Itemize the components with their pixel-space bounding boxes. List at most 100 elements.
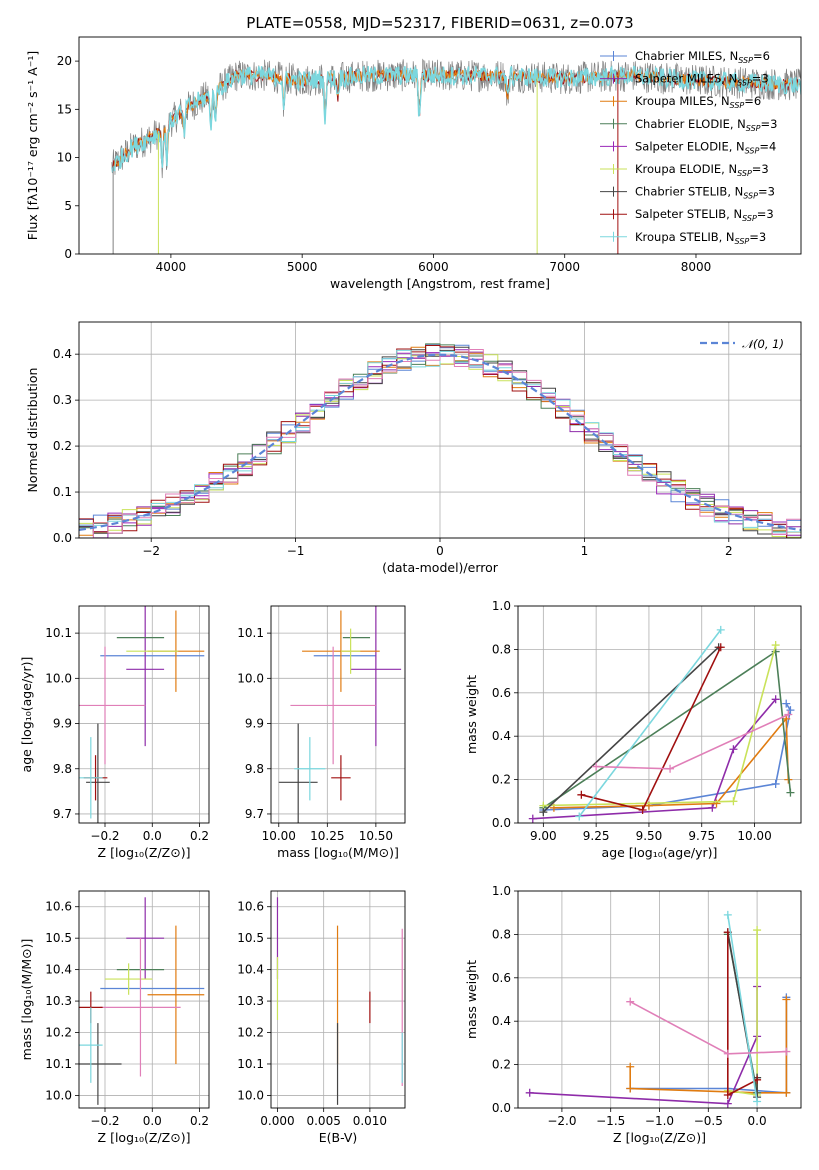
axes-frame: [270, 605, 406, 824]
plus-marker: [786, 706, 795, 715]
y-tick-label: 5: [64, 199, 72, 213]
plus-marker: [784, 710, 793, 719]
weight-line: [542, 646, 720, 813]
y-tick-label: 0.4: [492, 729, 511, 743]
errorbar-point: [100, 938, 181, 1077]
errorbar-point: [126, 606, 165, 747]
plus-marker: [626, 1062, 635, 1071]
plus-marker: [771, 695, 780, 704]
weight-line: [529, 986, 758, 1105]
plus-marker: [708, 803, 717, 812]
plus-marker: [539, 808, 548, 817]
plot-area: [278, 606, 402, 823]
legend-suffix: =3: [758, 185, 775, 199]
legend-subscript: SSP: [742, 214, 757, 223]
y-axis-label: Normed distribution: [25, 368, 40, 493]
legend-subscript: SSP: [735, 237, 750, 246]
x-tick-label: 0.010: [353, 1114, 387, 1128]
y-tick-label: 0.1: [53, 485, 72, 499]
legend-suffix: =3: [749, 230, 766, 244]
y-tick-label: 9.8: [53, 762, 72, 776]
x-tick-label: 0.2: [190, 829, 209, 843]
plus-marker: [786, 788, 795, 797]
y-tick-label: 0.0: [492, 816, 511, 830]
weight-series: [723, 928, 762, 1099]
y-tick-label: 0.6: [492, 686, 511, 700]
x-tick-label: 0.0: [143, 1114, 162, 1128]
y-tick-label: 10.0: [45, 671, 72, 685]
y-axis-label: mass weight: [464, 960, 479, 1039]
plus-marker: [782, 1047, 791, 1056]
x-tick-label: 0.0: [748, 1114, 767, 1128]
legend-suffix: =6: [744, 94, 761, 108]
axes-frame: [78, 890, 210, 1109]
y-tick-label: 0.4: [492, 1014, 511, 1028]
x-tick-label: 8000: [681, 260, 712, 274]
histogram-step: [79, 349, 801, 538]
errorbar-point: [147, 925, 205, 1064]
plot-area: [528, 625, 795, 823]
panel-spectrum: 4000 5000 6000 7000 8000 0 5 10 15 20 wavelength […: [25, 36, 802, 291]
y-tick-label: 10.1: [237, 1057, 264, 1071]
y-tick-label: 9.9: [245, 717, 264, 731]
x-tick-label: 1: [581, 544, 589, 558]
panel-residuals: −2 −1 0 1 2 0.0 0.1 0.2 0.3 0.4 (data-model)/error…: [25, 321, 802, 575]
x-tick-label: 9.00: [530, 829, 557, 843]
x-tick-label: −2.0: [547, 1114, 576, 1128]
x-tick-label: 0: [436, 544, 444, 558]
figure-title: PLATE=0558, MJD=52317, FIBERID=0631, z=0…: [246, 14, 633, 32]
plus-marker: [712, 799, 721, 808]
y-tick-label: 9.8: [245, 762, 264, 776]
grid-lines: [518, 605, 801, 824]
errorbar-point: [340, 628, 361, 674]
plot-area: [111, 58, 801, 254]
legend-label: Salpeter STELIB, NSSP=3: [635, 207, 774, 223]
x-tick-label: 5000: [287, 260, 318, 274]
plus-marker: [716, 643, 725, 652]
panel-age-vs-Z: −0.2 0.0 0.2 9.7 9.8 9.9 10.0 10.1 Z [log₁₀(Z/Z⊙…: [19, 605, 210, 860]
weight-series: [723, 910, 762, 1106]
axes-frame: [517, 890, 802, 1109]
weight-series: [592, 710, 793, 773]
plus-marker: [592, 762, 601, 771]
legend-label: Chabrier ELODIE, NSSP=3: [635, 117, 777, 133]
plus-marker: [753, 1097, 762, 1106]
plus-marker: [729, 797, 738, 806]
panel-mass-vs-Z: −0.2 0.0 0.2 10.0 10.1 10.2 10.3 10.4 10.5 10.6 Z …: [19, 890, 210, 1145]
x-tick-label: 10.25: [310, 829, 344, 843]
y-tick-label: 10.6: [237, 900, 264, 914]
y-tick-label: 10.4: [45, 963, 72, 977]
y-tick-label: 10.1: [45, 626, 72, 640]
x-tick-label: 10.00: [262, 829, 296, 843]
y-tick-label: 10.2: [237, 1026, 264, 1040]
y-tick-label: 10.0: [45, 1088, 72, 1102]
weight-line: [543, 703, 792, 811]
legend-subscript: SSP: [730, 101, 745, 110]
y-tick-label: 10.0: [237, 1088, 264, 1102]
plus-marker: [525, 1088, 534, 1097]
y-tick-label: 10: [57, 151, 72, 165]
weight-series: [723, 928, 762, 1102]
y-tick-label: 9.7: [245, 807, 264, 821]
plus-marker: [771, 641, 780, 650]
axes-frame: [270, 890, 406, 1109]
errorbar-point: [126, 897, 165, 980]
plus-marker: [782, 995, 791, 1004]
y-tick-label: 9.7: [53, 807, 72, 821]
y-tick-label: 20: [57, 54, 72, 68]
y-tick-label: 0.2: [492, 773, 511, 787]
legend-subscript: SSP: [745, 146, 760, 155]
plus-marker: [626, 1084, 635, 1093]
y-axis-label: mass [log₁₀(M/M⊙)]: [19, 939, 34, 1061]
x-tick-label: −0.5: [694, 1114, 723, 1128]
plus-marker: [638, 805, 647, 814]
y-tick-label: 0.3: [53, 393, 72, 407]
panel-age-vs-mass: 10.00 10.25 10.50 9.7 9.8 9.9 10.0 10.1 mass [lo…: [237, 605, 406, 860]
x-tick-label: 4000: [156, 260, 187, 274]
y-tick-label: 1.0: [492, 599, 511, 613]
x-tick-label: −0.2: [90, 829, 119, 843]
weight-series: [539, 641, 780, 810]
histogram-step: [79, 343, 801, 538]
legend-label: Chabrier STELIB, NSSP=3: [635, 185, 775, 201]
